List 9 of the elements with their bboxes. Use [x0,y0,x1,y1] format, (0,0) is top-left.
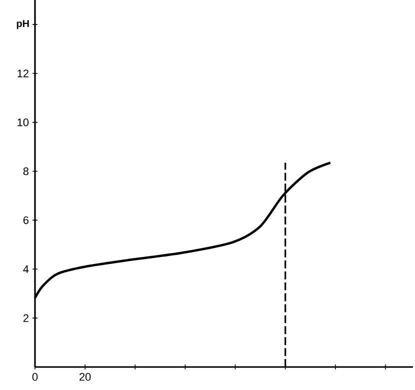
y-tick-label: 6 [23,216,29,224]
y-tick-label: 12 [18,70,28,78]
y-tick-label: 4 [23,265,29,273]
y-axis-title: pH [16,20,29,30]
x-tick-label: 0 [32,373,38,381]
x-tick-label: 20 [80,373,91,381]
y-tick-label: 8 [23,167,29,176]
y-tick-label: 2 [23,314,28,322]
y-tick-label: 10 [18,118,29,126]
